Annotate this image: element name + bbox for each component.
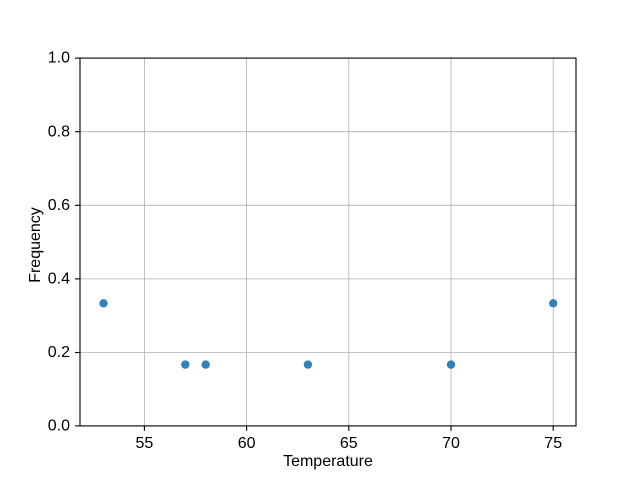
svg-text:Temperature: Temperature [283, 453, 373, 470]
svg-text:60: 60 [238, 435, 256, 452]
svg-text:0.4: 0.4 [48, 271, 70, 288]
svg-text:75: 75 [544, 435, 562, 452]
svg-text:0.0: 0.0 [48, 418, 70, 435]
svg-text:70: 70 [442, 435, 460, 452]
svg-text:0.2: 0.2 [48, 344, 70, 361]
svg-text:Frequency: Frequency [27, 207, 44, 283]
svg-text:55: 55 [136, 435, 154, 452]
svg-text:0.6: 0.6 [48, 197, 70, 214]
svg-text:65: 65 [340, 435, 358, 452]
svg-text:0.8: 0.8 [48, 123, 70, 140]
svg-text:1.0: 1.0 [48, 50, 70, 67]
